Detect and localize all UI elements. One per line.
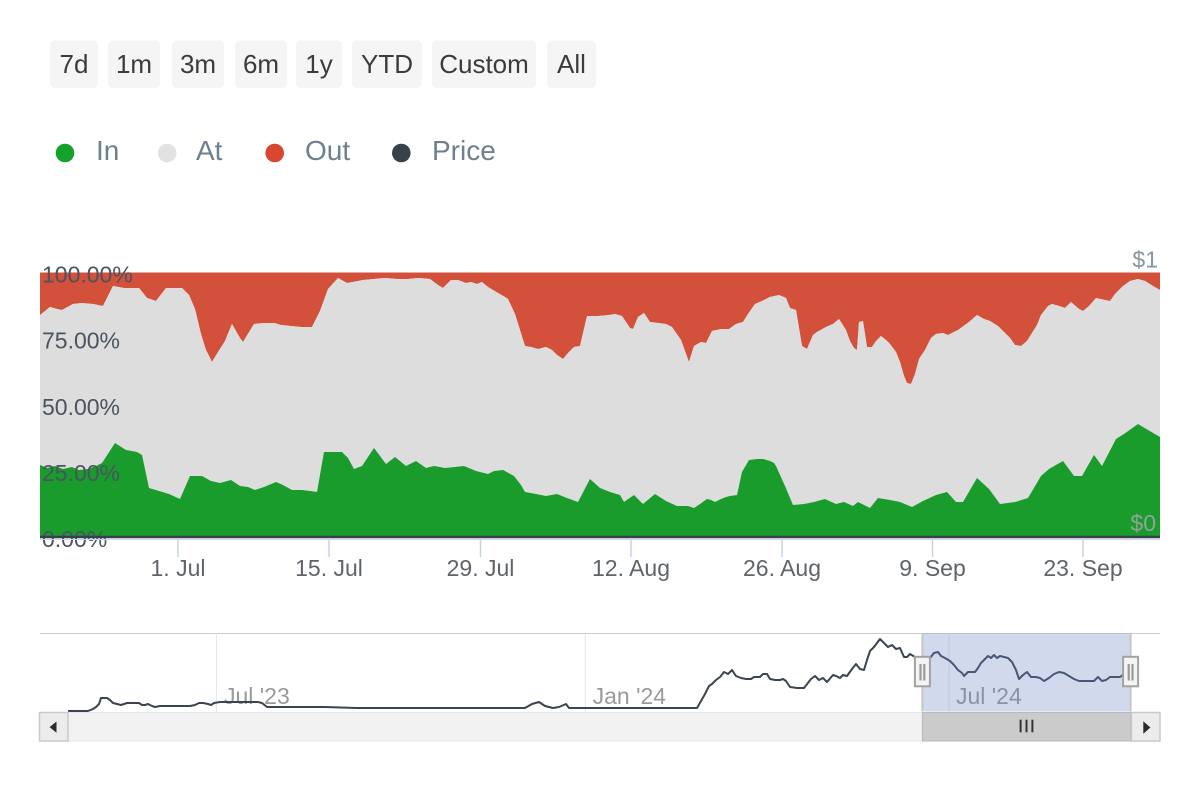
svg-text:23. Sep: 23. Sep <box>1043 555 1122 581</box>
svg-text:Jan '24: Jan '24 <box>593 683 667 709</box>
svg-text:1. Jul: 1. Jul <box>151 555 206 581</box>
svg-text:15. Jul: 15. Jul <box>295 555 363 581</box>
svg-text:1m: 1m <box>116 49 152 79</box>
svg-text:$0: $0 <box>1130 510 1156 536</box>
svg-text:12. Aug: 12. Aug <box>592 555 670 581</box>
svg-text:All: All <box>557 49 586 79</box>
svg-text:Jul '24: Jul '24 <box>956 683 1022 709</box>
svg-text:1y: 1y <box>305 49 332 79</box>
svg-text:25.00%: 25.00% <box>42 460 120 486</box>
svg-text:At: At <box>196 135 223 166</box>
svg-text:Out: Out <box>305 135 350 166</box>
svg-text:YTD: YTD <box>361 49 413 79</box>
svg-text:$1: $1 <box>1132 247 1158 273</box>
svg-text:29. Jul: 29. Jul <box>447 555 515 581</box>
svg-text:7d: 7d <box>60 49 89 79</box>
svg-text:100.00%: 100.00% <box>42 262 133 288</box>
svg-text:6m: 6m <box>243 49 279 79</box>
svg-text:50.00%: 50.00% <box>42 394 120 420</box>
svg-text:9. Sep: 9. Sep <box>899 555 966 581</box>
svg-text:26. Aug: 26. Aug <box>743 555 821 581</box>
svg-text:In: In <box>96 135 119 166</box>
svg-text:75.00%: 75.00% <box>42 328 120 354</box>
svg-text:Price: Price <box>432 135 496 166</box>
svg-text:3m: 3m <box>180 49 216 79</box>
svg-text:Jul '23: Jul '23 <box>224 683 290 709</box>
svg-text:Custom: Custom <box>439 49 529 79</box>
